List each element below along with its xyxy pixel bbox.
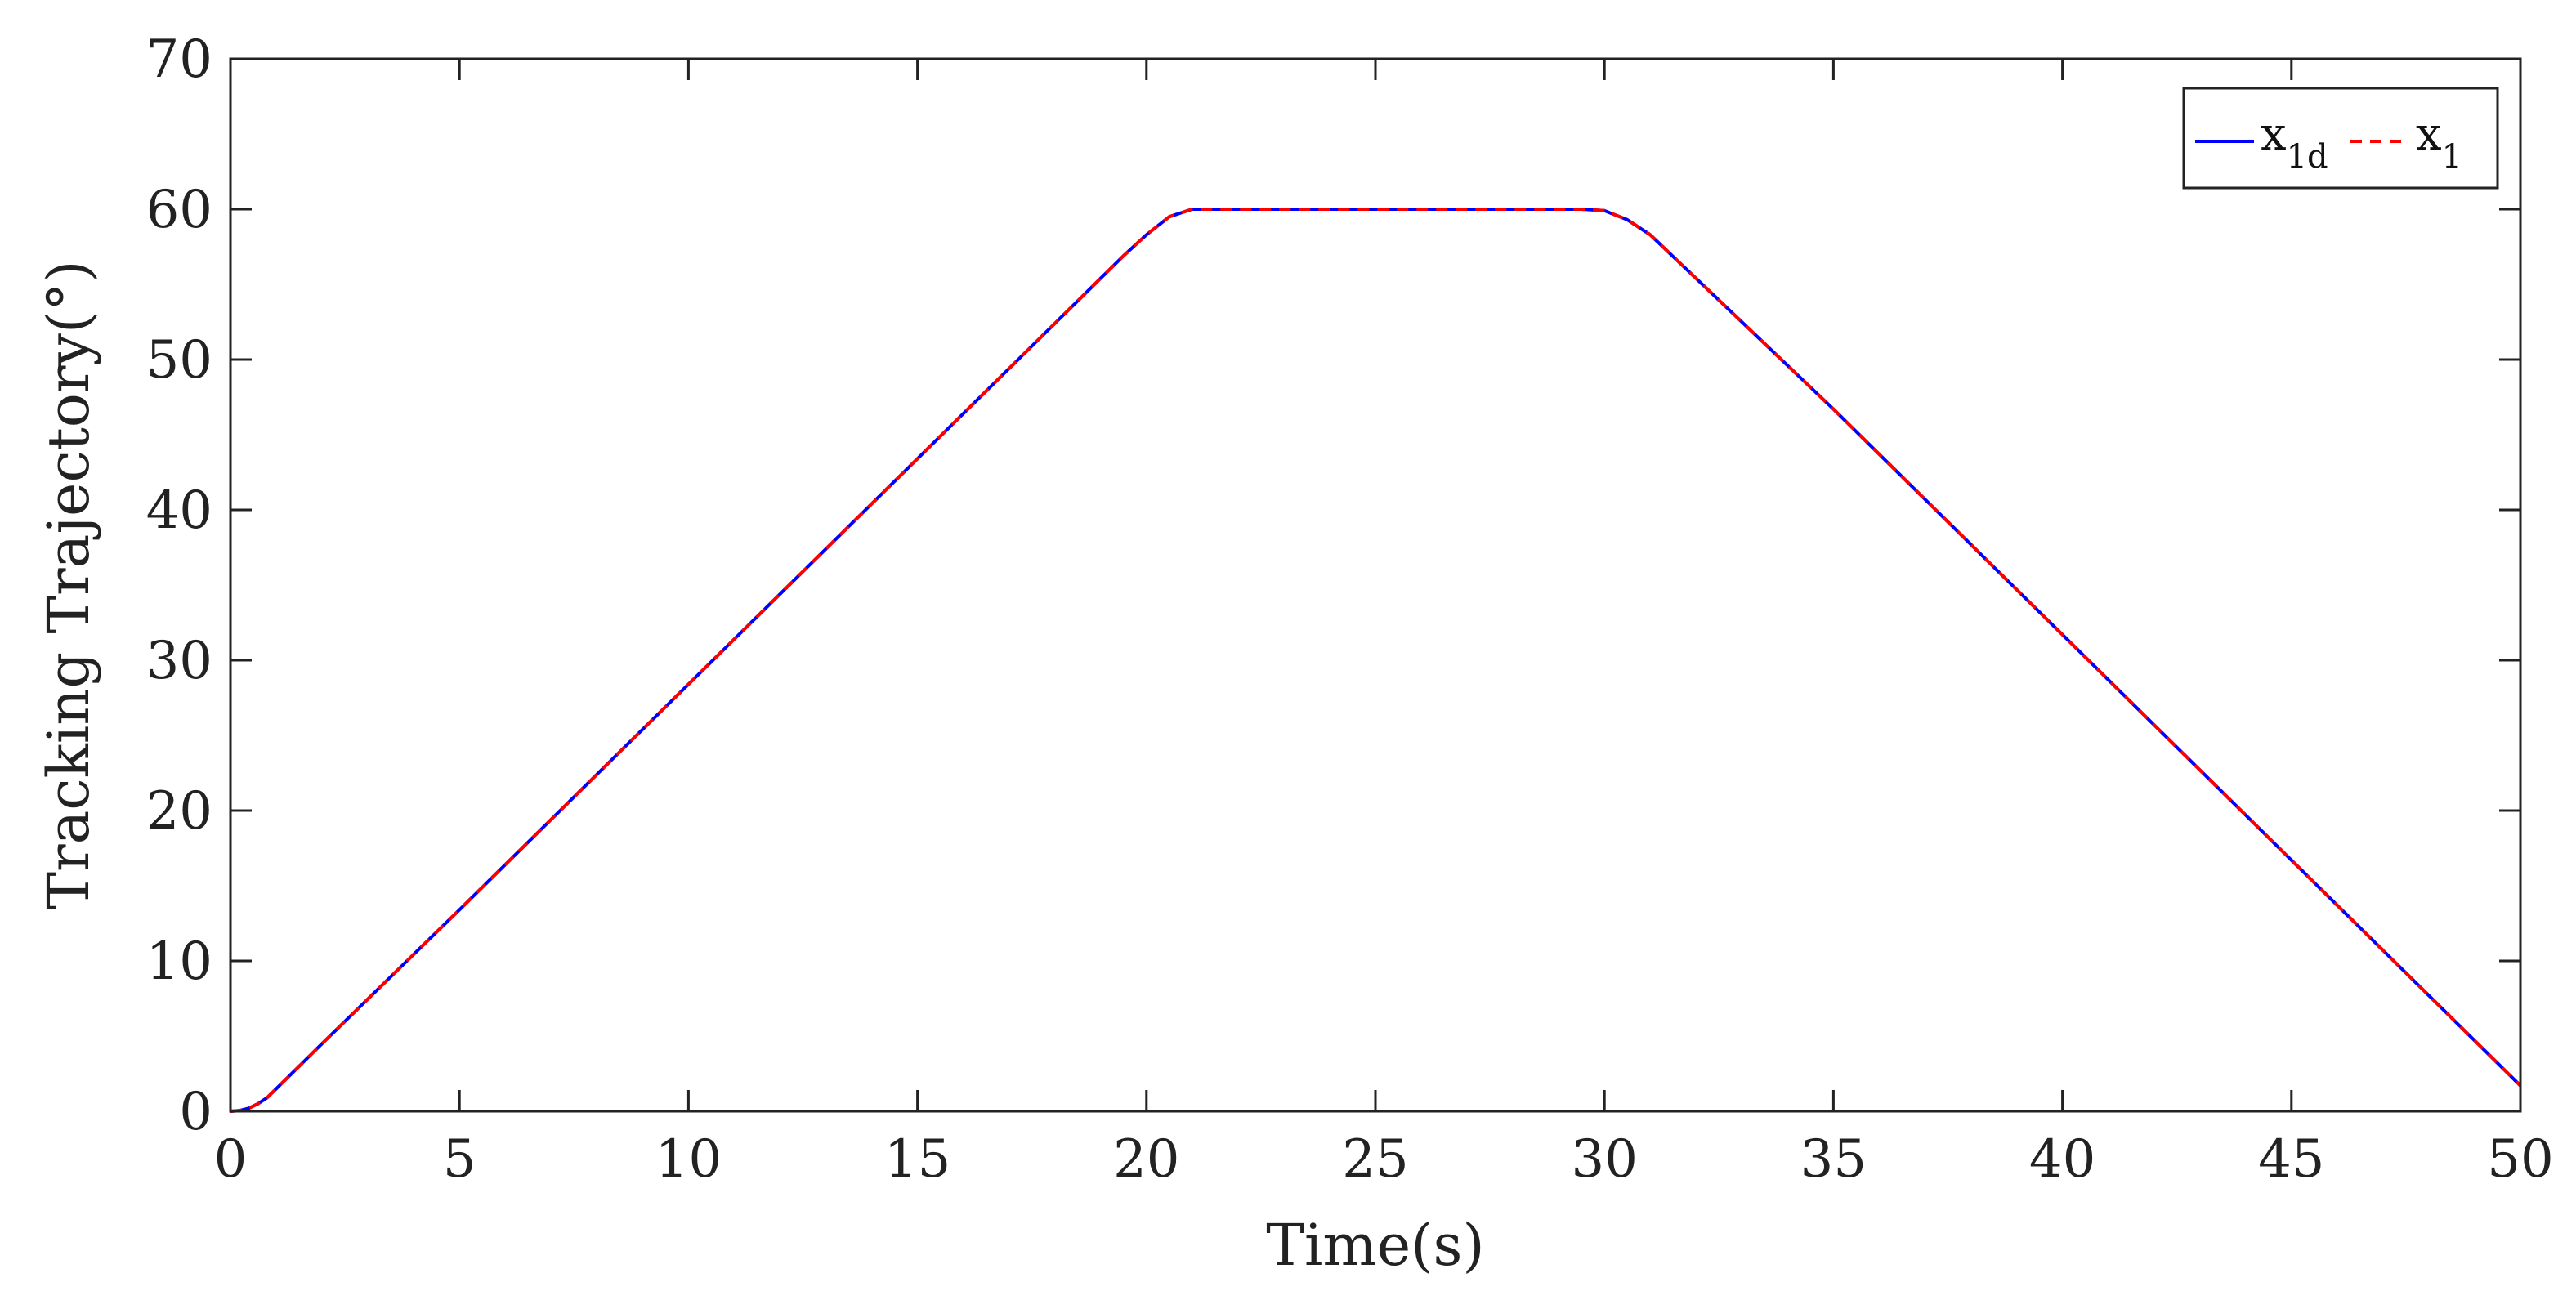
- y-tick-label: 40: [146, 480, 212, 541]
- x-tick-label: 0: [214, 1129, 248, 1190]
- x-tick-label: 25: [1342, 1129, 1408, 1190]
- x-tick-label: 45: [2258, 1129, 2324, 1190]
- y-tick-label: 0: [179, 1082, 212, 1142]
- legend: x1d x1: [2182, 87, 2499, 190]
- x-tick-label: 35: [1800, 1129, 1867, 1190]
- series-line-x1d: [230, 208, 2522, 1113]
- x-tick-labels: 0 5 10 15 20 25 30 35 40 45 50: [214, 1129, 2554, 1190]
- x-tick-label: 15: [884, 1129, 950, 1190]
- legend-label-x1: x1: [2416, 108, 2462, 176]
- y-tick-labels: 0 10 20 30 40 50 60 70: [146, 29, 212, 1142]
- y-tick-label: 50: [146, 330, 212, 391]
- x-tick-label: 10: [655, 1129, 722, 1190]
- series-layer: [230, 208, 2522, 1113]
- series-line-x1: [230, 208, 2522, 1113]
- y-tick-label: 30: [146, 631, 212, 691]
- y-tick-label: 10: [146, 931, 212, 992]
- x-tick-label: 40: [2029, 1129, 2095, 1190]
- x-axis-title: Time(s): [1266, 1212, 1484, 1279]
- x-tick-label: 20: [1113, 1129, 1179, 1190]
- y-tick-label: 20: [146, 781, 212, 842]
- y-axis-title: Tracking Trajectory(°): [35, 260, 102, 909]
- ticks-layer: [229, 57, 2522, 1113]
- plot-frame: [229, 57, 2522, 1113]
- y-tick-label: 70: [146, 29, 212, 90]
- legend-box: [2182, 87, 2499, 190]
- legend-label-x1d: x1d: [2261, 108, 2328, 176]
- x-tick-label: 30: [1571, 1129, 1637, 1190]
- y-tick-label: 60: [146, 180, 212, 240]
- x-tick-label: 5: [443, 1129, 476, 1190]
- x-tick-label: 50: [2487, 1129, 2553, 1190]
